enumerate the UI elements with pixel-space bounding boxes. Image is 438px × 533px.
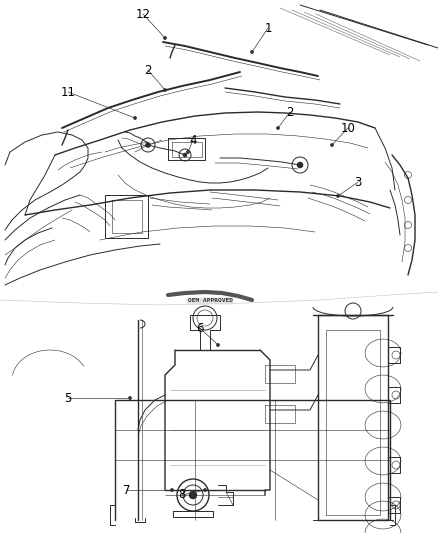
- Text: 12: 12: [135, 7, 151, 20]
- Text: 10: 10: [341, 122, 356, 134]
- Circle shape: [216, 343, 219, 346]
- Circle shape: [128, 397, 131, 400]
- Text: 1: 1: [264, 21, 272, 35]
- Circle shape: [163, 88, 166, 92]
- Text: 7: 7: [123, 483, 131, 497]
- Text: 11: 11: [60, 85, 75, 99]
- Circle shape: [189, 491, 197, 499]
- Circle shape: [134, 117, 137, 119]
- Text: OEM APPROVED: OEM APPROVED: [187, 298, 233, 303]
- Circle shape: [187, 150, 190, 154]
- Text: 2: 2: [286, 106, 294, 118]
- Circle shape: [331, 143, 333, 147]
- Circle shape: [145, 142, 151, 148]
- Circle shape: [336, 195, 339, 198]
- Text: 8: 8: [178, 489, 186, 502]
- Circle shape: [204, 489, 206, 491]
- Circle shape: [183, 153, 187, 157]
- Circle shape: [251, 51, 254, 53]
- Circle shape: [170, 489, 173, 491]
- Circle shape: [163, 36, 166, 39]
- Text: 2: 2: [144, 63, 152, 77]
- Text: 4: 4: [189, 133, 197, 147]
- Text: 5: 5: [64, 392, 72, 405]
- Circle shape: [297, 162, 303, 168]
- Text: 3: 3: [354, 175, 362, 189]
- Text: 6: 6: [196, 321, 204, 335]
- Circle shape: [276, 126, 279, 130]
